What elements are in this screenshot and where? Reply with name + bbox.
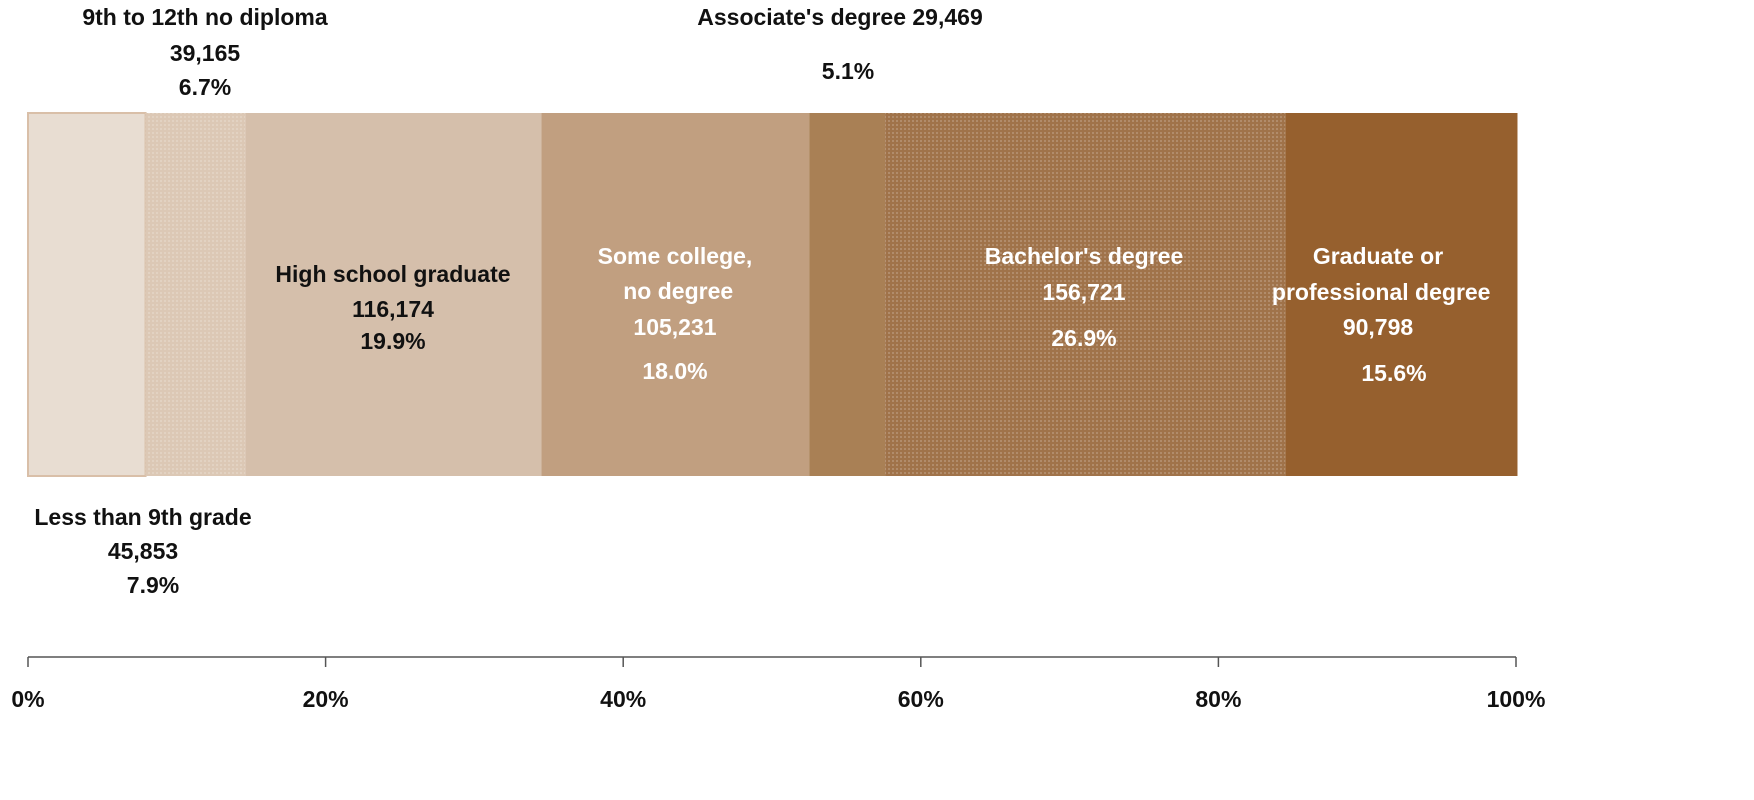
segment-name: Less than 9th grade xyxy=(34,504,251,530)
bar-segment xyxy=(1285,113,1518,476)
bar-segment xyxy=(245,113,542,476)
value-label: 15.6% xyxy=(1361,360,1426,386)
value-label: 7.9% xyxy=(127,572,179,598)
x-tick-label: 60% xyxy=(898,686,944,712)
segment-count: 29,469 xyxy=(912,4,982,30)
bar-segment xyxy=(541,113,810,476)
segment-count: 116,174 xyxy=(352,296,434,322)
segment-name: Associate's degree xyxy=(697,4,906,30)
segment-count: 156,721 xyxy=(1042,279,1125,305)
bar-texture xyxy=(145,113,246,476)
value-label: 6.7% xyxy=(179,74,231,100)
segment-name: Graduate or professional degree xyxy=(1266,243,1491,305)
value-label: 18.0% xyxy=(642,358,707,384)
value-label: 19.9% xyxy=(360,328,425,354)
x-tick-label: 80% xyxy=(1195,686,1241,712)
segment-count: 105,231 xyxy=(633,314,716,340)
value-label: 5.1% xyxy=(822,58,874,84)
x-tick-label: 100% xyxy=(1487,686,1546,712)
x-tick-label: 20% xyxy=(303,686,349,712)
segment-name: Bachelor's degree xyxy=(985,243,1184,269)
segment-count: 90,798 xyxy=(1343,314,1414,340)
value-label: 26.9% xyxy=(1051,325,1116,351)
segment-name: Some college, no degree xyxy=(598,243,753,304)
x-tick-label: 40% xyxy=(600,686,646,712)
segment-label: Associate's degree 29,469 xyxy=(697,4,983,30)
bar-texture xyxy=(885,113,1286,476)
x-tick-label: 0% xyxy=(11,686,44,712)
segment-name: 9th to 12th no diploma xyxy=(82,4,328,30)
segment-count: 39,165 xyxy=(170,40,241,66)
segment-name: High school graduate xyxy=(275,261,510,287)
bar-segment xyxy=(27,112,147,477)
bar-segment xyxy=(809,113,886,476)
segment-count: 45,853 xyxy=(108,538,178,564)
